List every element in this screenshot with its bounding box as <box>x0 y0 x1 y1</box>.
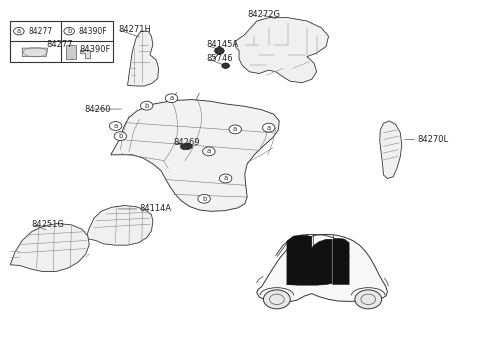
Text: a: a <box>17 28 21 34</box>
Text: 84260: 84260 <box>84 105 111 114</box>
Circle shape <box>203 147 215 156</box>
Polygon shape <box>235 18 328 83</box>
Circle shape <box>13 28 24 35</box>
Text: a: a <box>113 123 118 129</box>
Text: 84390F: 84390F <box>79 27 108 36</box>
Text: b: b <box>202 196 206 202</box>
Polygon shape <box>287 239 332 285</box>
Text: 84271H: 84271H <box>118 25 151 34</box>
Circle shape <box>355 290 382 309</box>
FancyBboxPatch shape <box>10 21 113 62</box>
Polygon shape <box>333 238 349 285</box>
Polygon shape <box>111 100 279 211</box>
Circle shape <box>165 94 178 103</box>
Polygon shape <box>80 50 90 57</box>
Text: 84251G: 84251G <box>32 220 65 229</box>
Text: 84270L: 84270L <box>417 135 448 144</box>
Circle shape <box>114 132 127 140</box>
Text: 84277: 84277 <box>46 40 73 49</box>
Text: b: b <box>67 28 71 34</box>
Text: b: b <box>144 103 149 109</box>
Text: 84145A: 84145A <box>206 40 239 49</box>
Polygon shape <box>10 223 89 272</box>
Text: a: a <box>224 175 228 182</box>
Polygon shape <box>180 143 192 150</box>
Text: 84390F: 84390F <box>80 45 111 54</box>
Text: 84277: 84277 <box>28 27 53 36</box>
Polygon shape <box>257 234 387 302</box>
Text: a: a <box>169 95 174 101</box>
Circle shape <box>215 47 224 54</box>
Text: 85746: 85746 <box>206 54 233 63</box>
Text: a: a <box>266 125 271 131</box>
Polygon shape <box>380 121 402 178</box>
Polygon shape <box>22 48 48 56</box>
Circle shape <box>229 125 241 134</box>
Circle shape <box>198 194 210 203</box>
Polygon shape <box>287 235 312 285</box>
Circle shape <box>264 290 290 309</box>
Text: 84272G: 84272G <box>247 10 280 19</box>
Text: 84269: 84269 <box>173 138 200 148</box>
FancyBboxPatch shape <box>66 45 76 59</box>
Text: b: b <box>118 133 122 139</box>
Circle shape <box>219 174 232 183</box>
Polygon shape <box>86 206 153 245</box>
Text: 84114A: 84114A <box>140 204 172 214</box>
Text: a: a <box>207 148 211 154</box>
Polygon shape <box>128 31 158 86</box>
Text: a: a <box>233 126 237 132</box>
Circle shape <box>64 28 74 35</box>
Circle shape <box>141 101 153 110</box>
Circle shape <box>222 63 229 68</box>
Circle shape <box>263 123 275 132</box>
Circle shape <box>109 122 122 130</box>
